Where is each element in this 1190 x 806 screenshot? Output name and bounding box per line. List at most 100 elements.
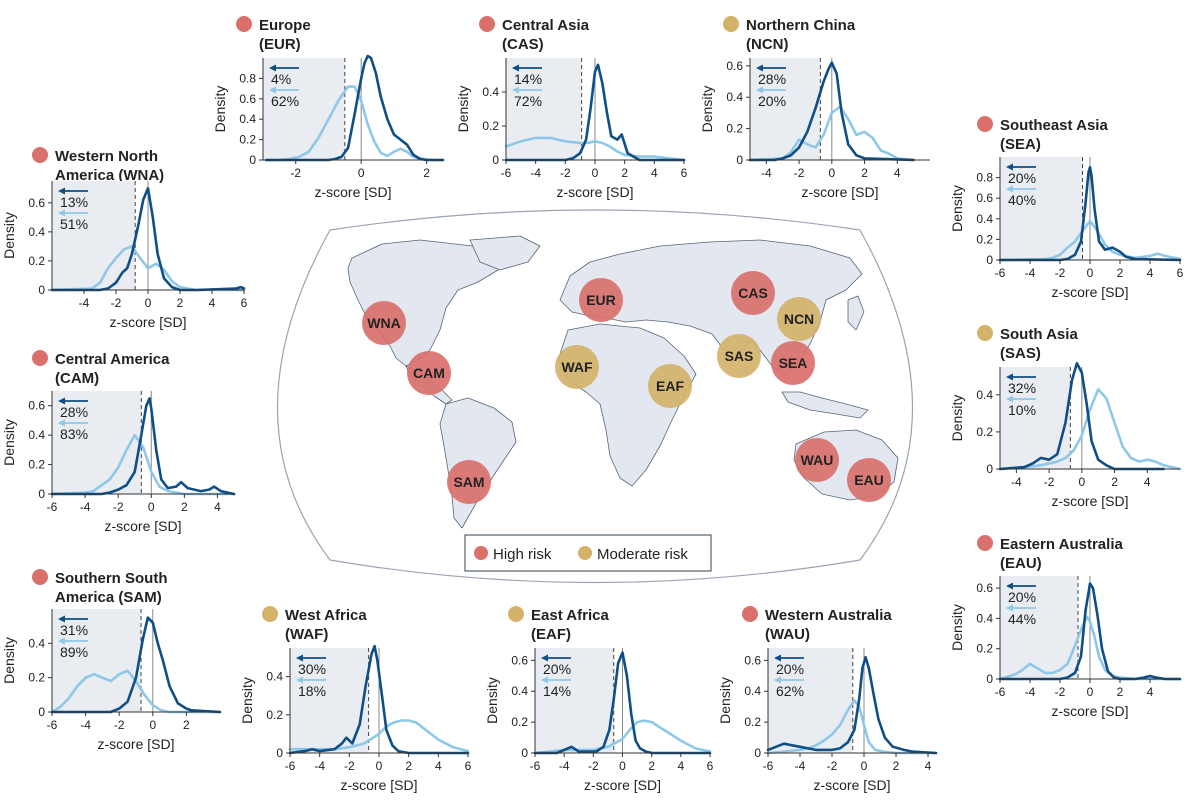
panel-title: Eastern Australia: [1000, 536, 1123, 553]
x-tick-label: 6: [681, 166, 688, 180]
y-tick-label: 0.2: [976, 425, 993, 439]
x-tick-label: 4: [209, 296, 216, 310]
density-panel-sas: South Asia (SAS) -4 -2 0 2 4 0 0.2 0.4 z-score [SD…: [949, 325, 1182, 509]
shift-arrowhead: [1006, 582, 1013, 590]
below-threshold-shade: [52, 391, 142, 494]
x-tick-label: 0: [145, 296, 152, 310]
x-tick-label: -2: [111, 296, 122, 310]
y-tick-label: 0: [986, 253, 993, 267]
map-marker-label: EUR: [586, 292, 616, 308]
risk-dot: [32, 569, 48, 585]
y-tick-label: 0.2: [28, 254, 45, 268]
x-tick-label: -2: [827, 759, 838, 773]
y-tick-label: 0.4: [976, 388, 993, 402]
below-threshold-shade: [1000, 157, 1083, 260]
x-tick-label: -4: [1011, 475, 1022, 489]
pct-light-label: 51%: [60, 216, 88, 232]
x-tick-label: 2: [1117, 266, 1124, 280]
x-tick-label: -6: [995, 685, 1006, 699]
risk-dot: [479, 16, 495, 32]
y-tick-label: 0.2: [28, 671, 45, 685]
x-tick-label: 4: [435, 759, 442, 773]
y-tick-label: 0.6: [511, 653, 528, 667]
y-tick-label: 0.6: [744, 653, 761, 667]
map-marker-circle: [648, 364, 692, 408]
x-tick-label: -2: [1055, 685, 1066, 699]
pct-dark-label: 20%: [1008, 170, 1036, 186]
x-tick-label: 0: [149, 718, 156, 732]
x-tick-label: 0: [828, 166, 835, 180]
density-panel-sam: Southern South America (SAM) -6 -4 -2 0 2 0 0.2 0…: [1, 569, 222, 752]
map-marker-label: SAM: [453, 474, 484, 490]
x-tick-label: -6: [530, 759, 541, 773]
density-panel-wau: Western Australia (WAU) -6 -4 -2 0 2 4 0 0.2 0.4 0.…: [717, 606, 938, 793]
x-tick-label: 0: [592, 166, 599, 180]
map-marker-circle: [362, 301, 406, 345]
pct-dark-label: 30%: [298, 661, 326, 677]
x-axis-label: z-score [SD]: [314, 184, 391, 200]
panel-title-code: (EAF): [531, 626, 571, 643]
panel-title-code: America (SAM): [55, 589, 162, 606]
y-tick-label: 0.4: [744, 684, 761, 698]
panel-title: Central America: [55, 351, 170, 368]
pct-dark-label: 28%: [758, 71, 786, 87]
density-curve-dark: [998, 582, 1182, 681]
panel-title-code: (CAM): [55, 370, 99, 387]
x-tick-label: 2: [861, 166, 868, 180]
map-marker-circle: [407, 351, 451, 395]
y-tick-label: 0.2: [482, 119, 499, 133]
y-tick-label: 0.4: [239, 112, 256, 126]
density-panel-ncn: Northern China (NCN) -4 -2 0 2 4 0 0.2 0.4 0.6 z-sc…: [699, 16, 930, 200]
x-tick-label: -6: [47, 500, 58, 514]
y-axis-label: Density: [239, 677, 255, 724]
density-panel-cas: Central Asia (CAS) -6 -4 -2 0 2 4 6 0 0.2 0.4 z-scor…: [455, 16, 688, 200]
shift-arrowhead: [296, 654, 303, 662]
map-marker-label: CAM: [413, 365, 445, 381]
map-marker-cas: CAS: [731, 271, 775, 315]
map-marker-circle: [795, 438, 839, 482]
risk-dot: [742, 606, 758, 622]
y-tick-label: 0.4: [511, 684, 528, 698]
density-panel-eau: Eastern Australia (EAU) -6 -4 -2 0 2 4 0 0.2 0.4 0.…: [949, 535, 1182, 719]
x-tick-label: -2: [114, 718, 125, 732]
map-marker-circle: [847, 458, 891, 502]
map-marker-wau: WAU: [795, 438, 839, 482]
map-marker-circle: [771, 341, 815, 385]
panel-title-code: (SEA): [1000, 136, 1041, 153]
y-tick-label: 0: [986, 462, 993, 476]
below-threshold-shade: [535, 648, 614, 753]
y-axis-label: Density: [455, 86, 471, 133]
density-panel-wna: Western North America (WNA) -4 -2 0 2 4 6 0 0.2 0.…: [1, 147, 248, 330]
x-tick-label: 0: [148, 500, 155, 514]
pct-dark-label: 4%: [271, 71, 291, 87]
panel-title: Western North: [55, 148, 158, 165]
x-tick-label: 2: [405, 759, 412, 773]
y-axis-label: Density: [949, 395, 965, 442]
x-tick-label: 6: [1177, 266, 1184, 280]
x-axis-label: z-score [SD]: [104, 518, 181, 534]
panel-title: Central Asia: [502, 17, 590, 34]
density-curve-dark: [265, 54, 445, 162]
y-tick-label: 0.8: [976, 171, 993, 185]
map-marker-circle: [447, 460, 491, 504]
density-panel-eaf: East Africa (EAF) -6 -4 -2 0 2 4 6 0 0.2 0.4 0.6 z-sc…: [484, 606, 714, 793]
map-marker-waf: WAF: [555, 345, 599, 389]
y-tick-label: 0: [521, 746, 528, 760]
pct-light-label: 62%: [776, 683, 804, 699]
y-tick-label: 0.4: [976, 212, 993, 226]
y-tick-label: 0: [754, 746, 761, 760]
below-threshold-shade: [52, 609, 142, 712]
x-axis-label: z-score [SD]: [556, 184, 633, 200]
y-tick-label: 0.6: [976, 191, 993, 205]
pct-dark-label: 20%: [776, 661, 804, 677]
pct-dark-label: 32%: [1008, 380, 1036, 396]
y-tick-label: 0.6: [976, 581, 993, 595]
x-tick-label: 2: [893, 759, 900, 773]
map-marker-eur: EUR: [579, 278, 623, 322]
shift-arrowhead: [774, 676, 781, 684]
pct-light-label: 89%: [60, 644, 88, 660]
x-tick-label: -4: [795, 759, 806, 773]
y-tick-label: 0: [986, 672, 993, 686]
y-tick-label: 0: [276, 746, 283, 760]
x-tick-label: 2: [423, 166, 430, 180]
